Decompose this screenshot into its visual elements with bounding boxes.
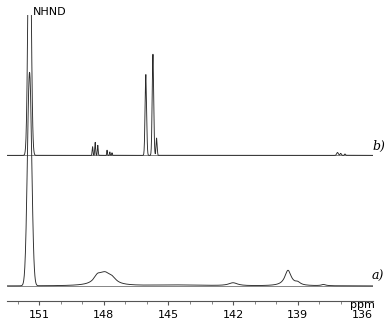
Text: ppm: ppm (350, 300, 375, 310)
Text: b): b) (372, 140, 385, 153)
Text: NHND: NHND (33, 7, 67, 17)
Text: a): a) (372, 270, 385, 284)
